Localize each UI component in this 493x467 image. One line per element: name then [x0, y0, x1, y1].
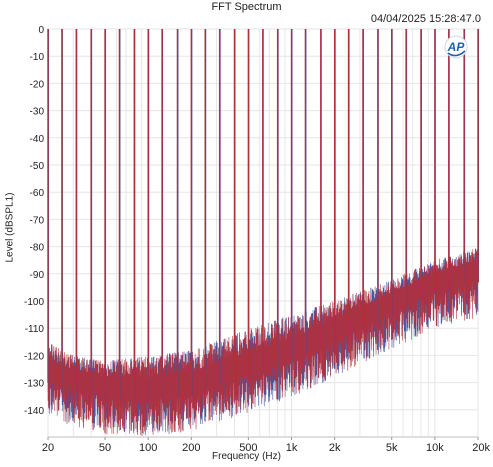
y-tick-label: -50 [30, 161, 45, 172]
tone-lines [47, 29, 479, 402]
y-tick-label: -40 [30, 134, 45, 145]
y-tick-label: -20 [30, 79, 45, 90]
x-tick-label: 200 [182, 442, 200, 454]
x-axis-label: Frequency (Hz) [212, 451, 281, 462]
ap-logo: AP [444, 35, 468, 59]
x-tick-label: 10k [426, 442, 444, 454]
x-tick-label: 2k [329, 442, 341, 454]
y-tick-label: -100 [24, 297, 44, 308]
x-tick-label: 20 [42, 442, 54, 454]
y-tick-label: -90 [30, 270, 45, 281]
y-tick-label: -140 [24, 406, 44, 417]
x-tick-label: 50 [99, 442, 111, 454]
x-tick-labels: 20 50 100 200 500 1k 2k 5k 10k 20k [42, 437, 490, 454]
ap-logo-text: AP [447, 40, 466, 54]
y-tick-labels: 0 -10 -20 -30 -40 -50 -60 -70 -80 -90 -100 -110 -120… [24, 25, 44, 417]
y-tick-label: -10 [30, 52, 45, 63]
y-tick-label: -80 [30, 243, 45, 254]
y-tick-label: -130 [24, 379, 44, 390]
x-tick-label: 1k [286, 442, 298, 454]
y-tick-label: -120 [24, 351, 44, 362]
y-tick-label: -60 [30, 188, 45, 199]
y-tick-label: -70 [30, 215, 45, 226]
x-tick-label: 500 [239, 442, 257, 454]
y-tick-label: 0 [38, 25, 44, 36]
x-tick-label: 5k [386, 442, 398, 454]
y-tick-label: -110 [25, 324, 45, 335]
x-tick-label: 20k [472, 442, 490, 454]
y-axis-label: Level (dBSPL1) [4, 192, 16, 263]
chart-title: FFT Spectrum [211, 1, 282, 13]
x-tick-label: 100 [139, 442, 157, 454]
y-tick-label: -30 [30, 107, 45, 118]
timestamp: 04/04/2025 15:28:47.0 [370, 13, 481, 25]
